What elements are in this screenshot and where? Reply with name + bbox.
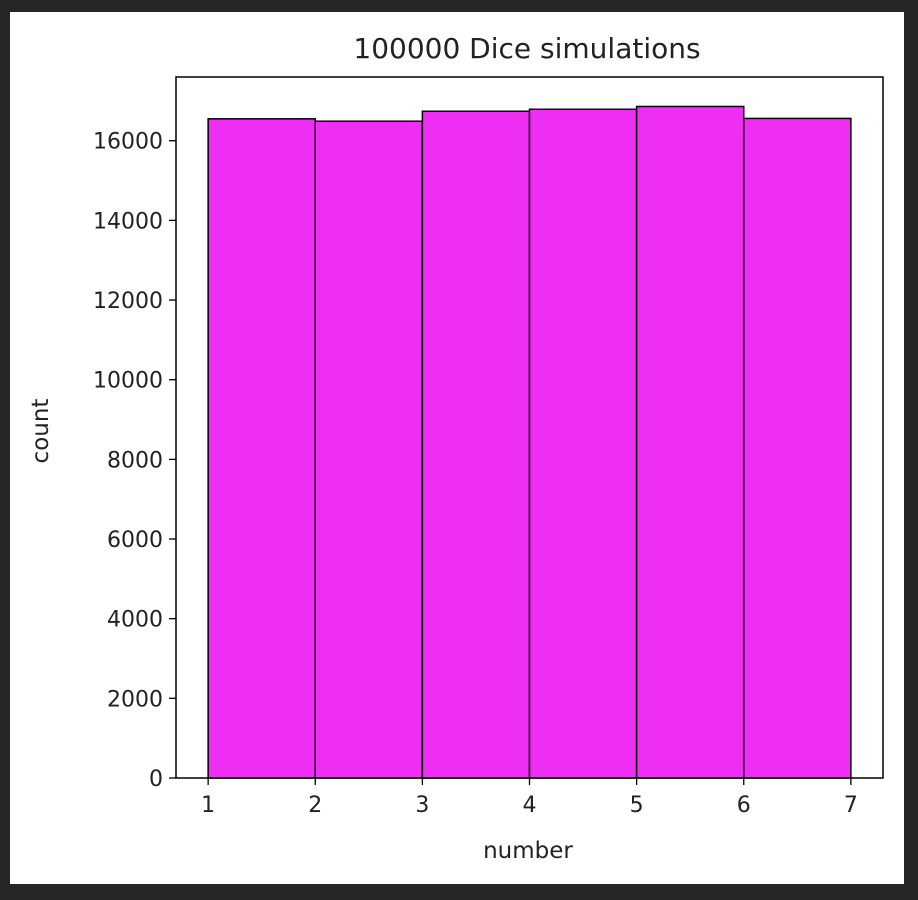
y-axis-ticks: 0 2000 4000 6000 8000 10000 12000 14000 16000	[93, 130, 176, 792]
y-tick-label: 2000	[107, 687, 163, 712]
x-tick-label: 3	[415, 793, 429, 818]
x-axis-label: number	[483, 838, 573, 864]
y-tick-label: 10000	[93, 369, 163, 394]
x-tick-label: 1	[201, 793, 215, 818]
chart-title: 100000 Dice simulations	[353, 32, 700, 65]
histogram-bar-3	[421, 110, 531, 779]
y-axis-label: count	[28, 399, 54, 464]
y-tick-label: 0	[149, 767, 163, 792]
histogram-chart: 100000 Dice simulations 1 2 3 4 5 6 7 0 2000 400…	[28, 32, 884, 864]
y-tick-label: 14000	[93, 209, 163, 234]
x-tick-label: 5	[630, 793, 644, 818]
histogram-bar-6	[742, 117, 852, 779]
x-tick-label: 7	[844, 793, 858, 818]
x-tick-label: 6	[737, 793, 751, 818]
histogram-bar-4	[528, 108, 638, 779]
histogram-bar-2	[314, 120, 424, 779]
x-tick-label: 2	[308, 793, 322, 818]
y-tick-label: 4000	[107, 608, 163, 633]
y-tick-label: 6000	[107, 528, 163, 553]
x-tick-label: 4	[523, 793, 537, 818]
x-axis-ticks: 1 2 3 4 5 6 7	[201, 778, 858, 818]
y-tick-label: 12000	[93, 289, 163, 314]
y-tick-label: 16000	[93, 130, 163, 155]
histogram-bar-5	[635, 105, 745, 779]
y-tick-label: 8000	[107, 448, 163, 473]
histogram-bar-1	[207, 118, 317, 779]
figure-canvas: 100000 Dice simulations 1 2 3 4 5 6 7 0 2000 400…	[10, 12, 904, 884]
bars-group	[207, 105, 852, 779]
